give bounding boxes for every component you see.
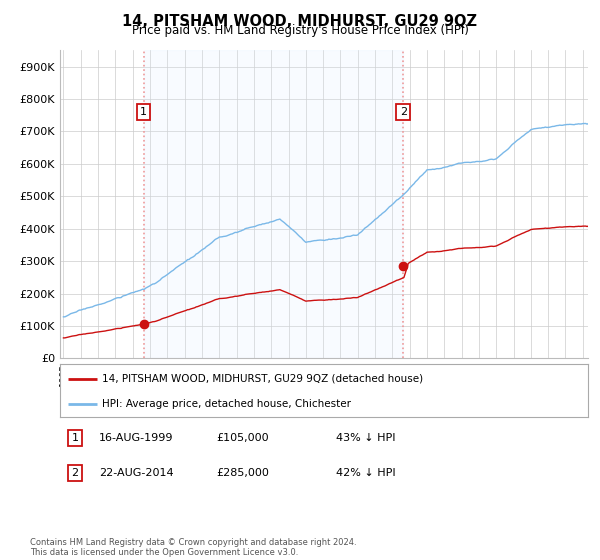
Text: 2: 2 xyxy=(71,468,79,478)
Bar xyxy=(143,50,403,358)
Text: 14, PITSHAM WOOD, MIDHURST, GU29 9QZ (detached house): 14, PITSHAM WOOD, MIDHURST, GU29 9QZ (de… xyxy=(102,374,424,384)
Text: Contains HM Land Registry data © Crown copyright and database right 2024.
This d: Contains HM Land Registry data © Crown c… xyxy=(30,538,356,557)
Text: 22-AUG-2014: 22-AUG-2014 xyxy=(99,468,173,478)
Text: Price paid vs. HM Land Registry's House Price Index (HPI): Price paid vs. HM Land Registry's House … xyxy=(131,24,469,37)
Text: 42% ↓ HPI: 42% ↓ HPI xyxy=(336,468,395,478)
Text: 43% ↓ HPI: 43% ↓ HPI xyxy=(336,433,395,443)
Text: £105,000: £105,000 xyxy=(216,433,269,443)
Text: 16-AUG-1999: 16-AUG-1999 xyxy=(99,433,173,443)
Text: 1: 1 xyxy=(71,433,79,443)
Text: 1: 1 xyxy=(140,107,147,117)
Text: £285,000: £285,000 xyxy=(216,468,269,478)
Text: 2: 2 xyxy=(400,107,407,117)
Text: 14, PITSHAM WOOD, MIDHURST, GU29 9QZ: 14, PITSHAM WOOD, MIDHURST, GU29 9QZ xyxy=(122,14,478,29)
Text: HPI: Average price, detached house, Chichester: HPI: Average price, detached house, Chic… xyxy=(102,399,351,409)
